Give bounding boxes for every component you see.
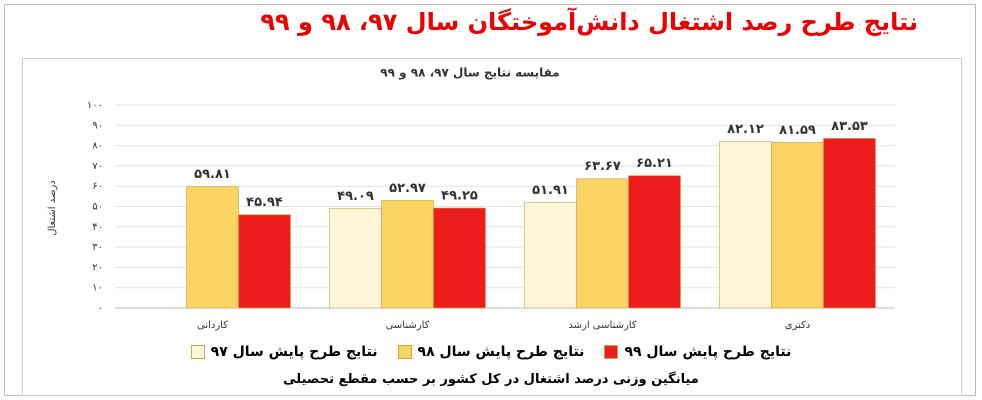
bar	[823, 138, 876, 309]
legend-label: نتایج طرح پایش سال ۹۹	[624, 344, 792, 360]
bar	[628, 175, 681, 309]
bar	[238, 214, 291, 309]
x-tick-label: کارشناسی	[386, 320, 430, 331]
y-tick-label: ۷۰	[92, 161, 103, 172]
legend-item: نتایج طرح پایش سال ۹۹	[604, 344, 791, 360]
y-tick-label: ۴۰	[92, 222, 103, 233]
y-tick-label: ۲۰	[92, 262, 103, 273]
bar	[771, 142, 824, 309]
y-tick-label: ۶۰	[92, 181, 103, 192]
y-tick-label: ۱۰	[92, 283, 103, 294]
y-tick-label: ۸۰	[92, 141, 103, 152]
value-label: ۵۹.۸۱	[194, 167, 231, 182]
x-tick-label: دکتری	[785, 320, 811, 331]
legend-item: نتایج طرح پایش سال ۹۸	[397, 344, 585, 360]
y-tick-label: ۳۰	[92, 242, 103, 253]
y-tick-label: ۱۰۰	[87, 100, 103, 111]
bar	[524, 202, 577, 309]
legend-label: نتایج طرح پایش سال ۹۷	[210, 344, 378, 360]
value-label: ۸۱.۵۹	[779, 123, 816, 138]
legend: نتایج طرح پایش سال ۹۷ نتایج طرح پایش سال …	[0, 344, 982, 360]
legend-item: نتایج طرح پایش سال ۹۷	[190, 344, 378, 360]
bar	[329, 208, 382, 309]
legend-swatch	[397, 345, 412, 359]
y-tick-label: ۹۰	[92, 120, 103, 131]
caption: میانگین وزنی درصد اشتغال در کل کشور بر ح…	[283, 372, 699, 387]
value-label: ۵۲.۹۷	[389, 181, 426, 196]
legend-swatch	[190, 345, 205, 359]
chart-box	[22, 58, 962, 396]
value-label: ۴۵.۹۴	[246, 195, 283, 210]
value-label: ۶۳.۶۷	[584, 159, 621, 174]
page-title: نتایج طرح رصد اشتغال دانش‌آموختگان سال ۹…	[260, 8, 918, 36]
value-label: ۸۳.۵۳	[831, 119, 868, 134]
bar	[433, 207, 486, 309]
x-tick-label: کاردانی	[197, 320, 228, 331]
legend-swatch	[604, 345, 619, 359]
x-tick-label: کارشناسی ارشد	[568, 320, 636, 331]
value-label: ۴۹.۲۵	[441, 189, 478, 204]
legend-label: نتایج طرح پایش سال ۹۸	[417, 344, 585, 360]
y-tick-label: ۵۰	[92, 202, 103, 213]
bar	[186, 186, 239, 309]
value-label: ۵۱.۹۱	[532, 183, 569, 198]
bar	[576, 178, 629, 309]
chart-title: مقایسه نتایج سال ۹۷، ۹۸ و ۹۹	[380, 66, 559, 81]
bar	[381, 200, 434, 309]
value-label: ۴۹.۰۹	[337, 189, 374, 204]
value-label: ۶۵.۲۱	[636, 156, 673, 171]
y-tick-label: ۰	[98, 303, 103, 314]
bar	[719, 140, 772, 309]
y-axis-label: درصد اشتغال	[47, 180, 58, 236]
value-label: ۸۲.۱۲	[727, 122, 764, 137]
